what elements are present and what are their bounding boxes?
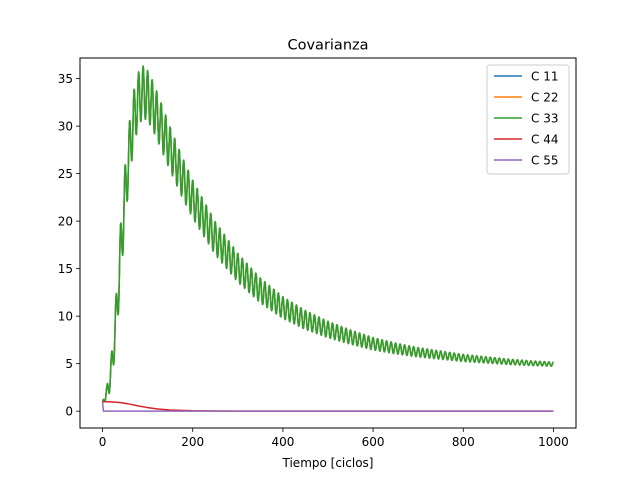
y-tick-label: 0 bbox=[65, 404, 73, 418]
x-tick-label: 800 bbox=[452, 435, 475, 449]
x-tick-label: 1000 bbox=[538, 435, 569, 449]
y-tick-label: 35 bbox=[58, 72, 73, 86]
plot-lines bbox=[101, 65, 554, 412]
legend-label: C 55 bbox=[531, 154, 558, 168]
x-tick-label: 400 bbox=[271, 435, 294, 449]
legend: C 11 C 22 C 33 C 44 C 55 bbox=[486, 64, 570, 175]
x-axis-label: Tiempo [ciclos] bbox=[282, 456, 374, 470]
legend-label: C 44 bbox=[531, 133, 558, 147]
axes-frame bbox=[79, 57, 577, 429]
x-tick-label: 0 bbox=[99, 435, 107, 449]
legend-label: C 33 bbox=[531, 112, 558, 126]
y-tick-label: 15 bbox=[58, 262, 73, 276]
legend-label: C 11 bbox=[531, 70, 558, 84]
series-line-c-33 bbox=[101, 65, 554, 403]
x-tick-label: 200 bbox=[181, 435, 204, 449]
y-tick-label: 25 bbox=[58, 167, 73, 181]
x-axis-ticks: 0 200 400 600 800 1000 bbox=[99, 428, 569, 449]
x-tick-label: 600 bbox=[362, 435, 385, 449]
y-axis-ticks: 0 5 10 15 20 25 30 35 bbox=[58, 72, 80, 418]
legend-box bbox=[486, 64, 570, 175]
legend-label: C 22 bbox=[531, 91, 558, 105]
y-tick-label: 30 bbox=[58, 119, 73, 133]
y-tick-label: 5 bbox=[65, 357, 73, 371]
chart-title: Covarianza bbox=[287, 38, 368, 54]
series-line-c-55 bbox=[101, 401, 554, 412]
y-tick-label: 20 bbox=[58, 214, 73, 228]
y-tick-label: 10 bbox=[58, 309, 73, 323]
